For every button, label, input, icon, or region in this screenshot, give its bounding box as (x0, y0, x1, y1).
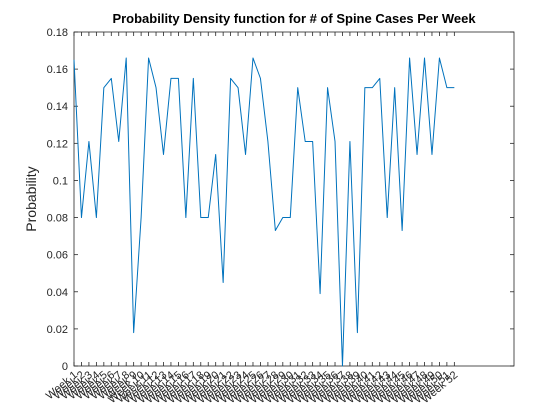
y-tick-label: 0.02 (47, 324, 68, 336)
series-group (73, 57, 455, 367)
y-tick-label: 0.08 (47, 213, 68, 225)
y-tick-label: 0.12 (47, 138, 68, 150)
y-tick-label: 0.14 (47, 101, 68, 113)
y-tick-label: 0.06 (47, 250, 68, 262)
chart-title: Probability Density function for # of Sp… (112, 11, 476, 26)
series-line (73, 57, 455, 367)
y-tick-label: 0 (62, 361, 68, 373)
y-tick-label: 0.18 (47, 27, 68, 39)
y-axis-label: Probability (23, 166, 39, 231)
y-axis: 0 0.02 0.04 0.06 0.08 0.1 0.12 0.14 0.16 0.18 (47, 27, 514, 373)
y-tick-label: 0.04 (47, 287, 68, 299)
y-tick-label: 0.16 (47, 64, 68, 76)
plot-area (73, 31, 515, 367)
y-tick-label: 0.1 (53, 175, 68, 187)
